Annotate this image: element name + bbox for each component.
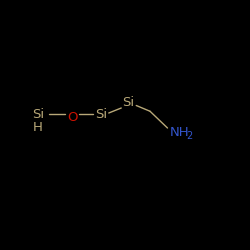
Text: Si: Si	[95, 108, 107, 122]
Text: 2: 2	[186, 131, 192, 141]
Text: Si: Si	[122, 96, 134, 109]
Text: O: O	[68, 111, 78, 124]
Text: H: H	[32, 121, 42, 134]
Text: Si: Si	[32, 108, 44, 122]
Text: NH: NH	[170, 126, 190, 139]
